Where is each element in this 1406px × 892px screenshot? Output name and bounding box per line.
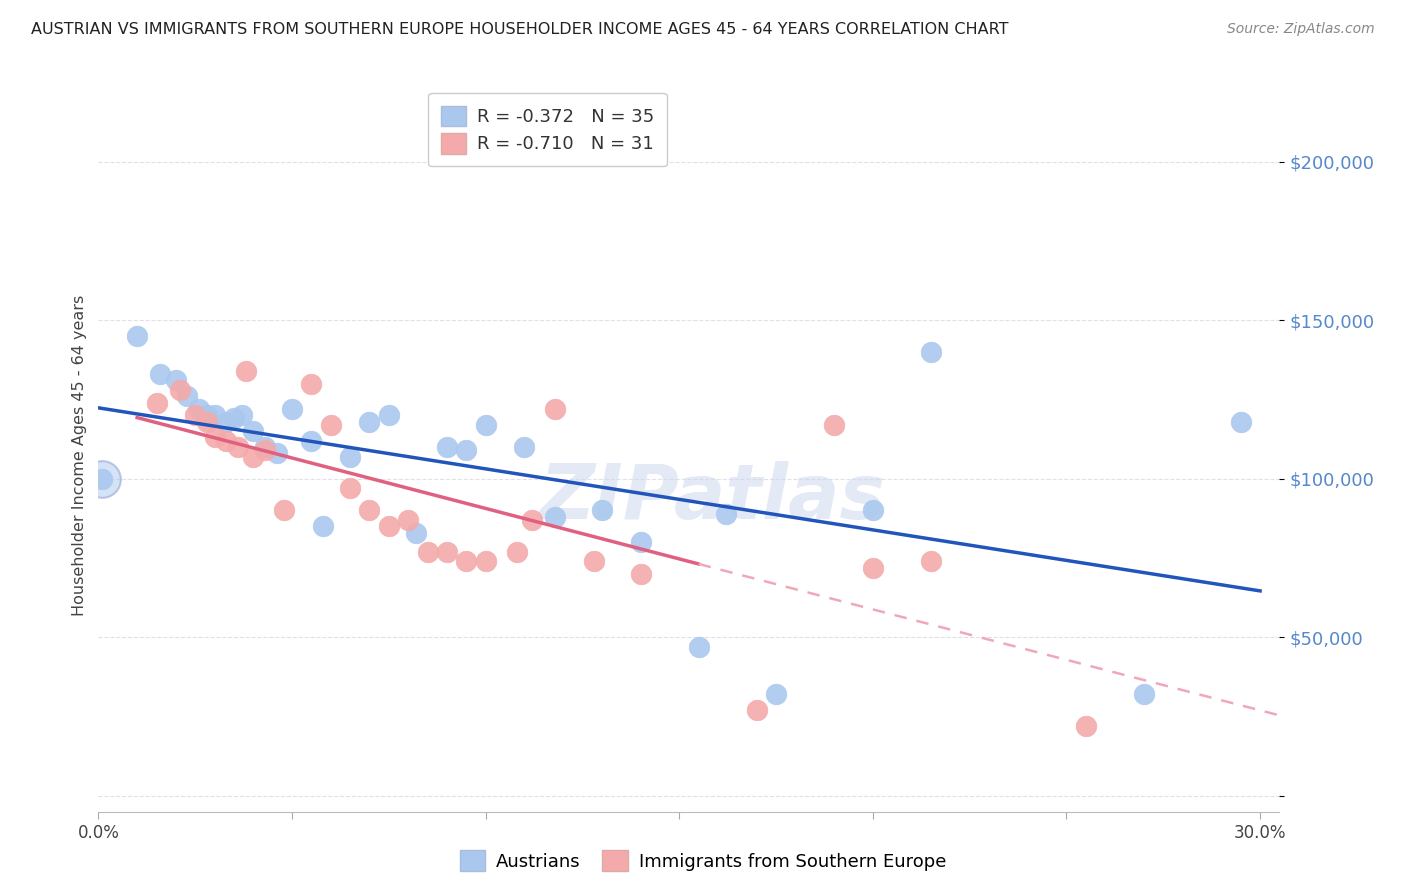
Point bbox=[215, 415, 238, 429]
Point bbox=[204, 430, 226, 444]
Point bbox=[920, 554, 942, 568]
Point bbox=[91, 472, 114, 486]
Point bbox=[266, 446, 288, 460]
Point bbox=[378, 409, 401, 423]
Point bbox=[204, 409, 226, 423]
Point bbox=[145, 395, 167, 409]
Point bbox=[544, 401, 567, 416]
Legend: Austrians, Immigrants from Southern Europe: Austrians, Immigrants from Southern Euro… bbox=[453, 843, 953, 879]
Point bbox=[242, 450, 264, 464]
Point bbox=[299, 376, 322, 391]
Point bbox=[339, 450, 361, 464]
Point bbox=[436, 440, 458, 454]
Point bbox=[688, 640, 710, 654]
Point bbox=[591, 503, 613, 517]
Point bbox=[823, 417, 845, 432]
Point bbox=[235, 364, 257, 378]
Point bbox=[714, 507, 737, 521]
Point bbox=[765, 687, 787, 701]
Point bbox=[312, 519, 335, 533]
Point bbox=[176, 389, 198, 403]
Point bbox=[149, 367, 172, 381]
Point bbox=[1133, 687, 1156, 701]
Point bbox=[359, 415, 381, 429]
Point bbox=[456, 554, 478, 568]
Y-axis label: Householder Income Ages 45 - 64 years: Householder Income Ages 45 - 64 years bbox=[72, 294, 87, 615]
Legend: R = -0.372   N = 35, R = -0.710   N = 31: R = -0.372 N = 35, R = -0.710 N = 31 bbox=[427, 93, 666, 166]
Point bbox=[583, 554, 606, 568]
Text: Source: ZipAtlas.com: Source: ZipAtlas.com bbox=[1227, 22, 1375, 37]
Point bbox=[378, 519, 401, 533]
Point bbox=[184, 409, 207, 423]
Point bbox=[1074, 719, 1097, 733]
Point bbox=[630, 535, 652, 549]
Point bbox=[195, 409, 218, 423]
Point bbox=[745, 703, 768, 717]
Point bbox=[474, 554, 496, 568]
Point bbox=[253, 443, 276, 458]
Point bbox=[188, 401, 211, 416]
Point bbox=[339, 481, 361, 495]
Point bbox=[505, 544, 527, 558]
Point bbox=[299, 434, 322, 448]
Point bbox=[165, 373, 187, 387]
Point bbox=[195, 415, 218, 429]
Point bbox=[319, 417, 342, 432]
Point bbox=[253, 440, 276, 454]
Point bbox=[231, 409, 253, 423]
Point bbox=[242, 424, 264, 438]
Point bbox=[396, 513, 419, 527]
Point bbox=[513, 440, 536, 454]
Point bbox=[416, 544, 439, 558]
Text: ZIPatlas: ZIPatlas bbox=[540, 461, 886, 534]
Point bbox=[456, 443, 478, 458]
Text: AUSTRIAN VS IMMIGRANTS FROM SOUTHERN EUROPE HOUSEHOLDER INCOME AGES 45 - 64 YEAR: AUSTRIAN VS IMMIGRANTS FROM SOUTHERN EUR… bbox=[31, 22, 1008, 37]
Point bbox=[215, 434, 238, 448]
Point bbox=[281, 401, 304, 416]
Point bbox=[862, 560, 884, 574]
Point bbox=[127, 329, 149, 343]
Point bbox=[436, 544, 458, 558]
Point bbox=[862, 503, 884, 517]
Point bbox=[226, 440, 249, 454]
Point bbox=[474, 417, 496, 432]
Point bbox=[630, 566, 652, 581]
Point bbox=[520, 513, 543, 527]
Point bbox=[273, 503, 295, 517]
Point bbox=[169, 383, 191, 397]
Point bbox=[359, 503, 381, 517]
Point bbox=[544, 509, 567, 524]
Point bbox=[405, 525, 427, 540]
Point bbox=[222, 411, 245, 425]
Point bbox=[1229, 415, 1251, 429]
Point bbox=[91, 472, 114, 486]
Point bbox=[920, 344, 942, 359]
